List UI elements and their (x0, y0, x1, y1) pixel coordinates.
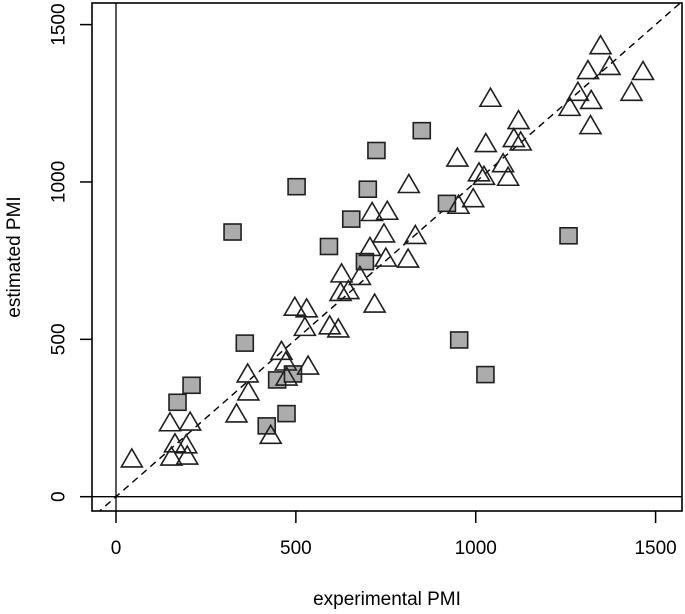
triangle-point (296, 354, 320, 375)
triangle-point (375, 199, 400, 221)
triangle-point (119, 447, 144, 468)
triangle-point (358, 235, 382, 257)
y-axis-title: estimated PMI (4, 196, 25, 318)
triangle-point (396, 172, 421, 194)
triangle-point (576, 58, 600, 80)
square-point (367, 141, 386, 160)
triangle-point (274, 365, 299, 386)
x-tick-label: 0 (111, 538, 122, 559)
triangle-point (491, 152, 515, 173)
square-point (277, 404, 296, 423)
triangle-point (631, 59, 655, 81)
square-point (319, 237, 339, 256)
triangle-point (579, 88, 604, 110)
triangle-point (175, 444, 200, 465)
triangle-point (360, 200, 385, 222)
square-point (182, 376, 201, 395)
triangle-point (235, 362, 260, 383)
square-point (559, 226, 578, 245)
triangle-point (619, 80, 644, 102)
triangle-point (588, 34, 613, 55)
triangle-point (159, 445, 184, 466)
y-tick-label: 500 (49, 323, 70, 355)
triangle-point (292, 315, 317, 337)
square-point (257, 417, 277, 435)
x-tick-label: 500 (280, 538, 312, 559)
triangle-point (472, 164, 496, 186)
triangle-point (294, 297, 319, 318)
triangle-point (461, 187, 486, 208)
triangle-point (282, 295, 307, 317)
triangle-point (174, 433, 199, 454)
triangle-point (496, 165, 520, 187)
triangle-point (372, 222, 396, 243)
triangle-point (473, 131, 498, 153)
triangle-point (178, 410, 202, 431)
triangle-point (506, 109, 531, 130)
x-axis-title: experimental PMI (313, 589, 461, 610)
triangle-point (224, 402, 249, 423)
y-tick-label: 0 (49, 491, 70, 502)
triangle-point (158, 411, 182, 432)
triangle-point (396, 247, 420, 268)
triangle-point (578, 114, 603, 135)
square-point (476, 365, 495, 384)
triangle-point (566, 80, 590, 102)
square-point (358, 180, 378, 199)
triangle-point (258, 423, 283, 445)
triangle-point (557, 95, 582, 117)
y-tick-label: 1000 (49, 161, 70, 203)
triangle-point (273, 350, 298, 371)
x-tick-label: 1000 (455, 538, 497, 559)
triangle-point (329, 262, 354, 283)
triangle-point (328, 280, 353, 302)
square-point (355, 252, 375, 271)
square-point (341, 210, 361, 228)
triangle-point (478, 86, 503, 108)
x-tick-label: 1500 (634, 538, 676, 559)
plot-box (91, 2, 683, 512)
square-point (412, 121, 432, 140)
square-point (168, 393, 187, 412)
triangle-point (597, 54, 622, 76)
y-tick-label: 1500 (49, 3, 70, 45)
triangle-point (236, 380, 261, 401)
triangle-point (362, 292, 387, 313)
triangle-point (501, 126, 526, 148)
square-point (235, 334, 255, 352)
square-point (223, 223, 242, 241)
triangle-point (373, 246, 398, 267)
triangle-point (326, 317, 351, 338)
triangle-point (467, 161, 491, 182)
triangle-point (317, 314, 342, 335)
triangle-point (445, 146, 470, 167)
triangle-point (336, 278, 361, 300)
triangle-point (348, 264, 372, 286)
triangle-point (403, 223, 428, 245)
triangle-point (508, 130, 533, 151)
square-point (449, 331, 469, 349)
square-point (287, 177, 306, 196)
